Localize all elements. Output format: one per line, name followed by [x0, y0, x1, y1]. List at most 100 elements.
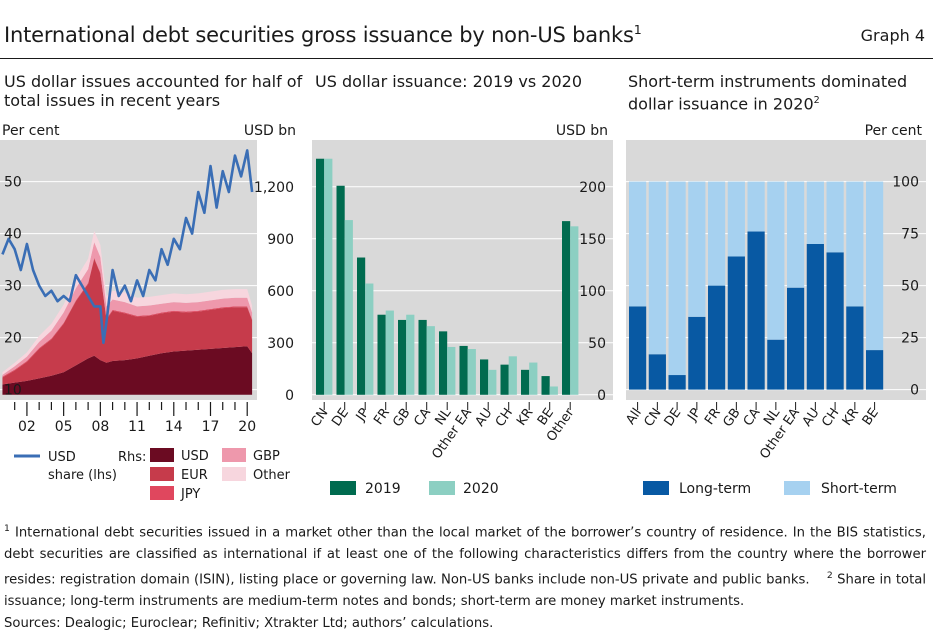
- bar-2020-other: [570, 226, 579, 395]
- bar-2019-kr: [521, 369, 530, 395]
- left-xtick-label: 08: [91, 419, 109, 435]
- mid-ylabel: USD bn: [556, 123, 608, 139]
- bar-2019-gb: [398, 319, 407, 395]
- left-ytick-rhs-label: 600: [267, 284, 294, 300]
- legend-2020-swatch: [429, 481, 455, 495]
- legend-eur-label: EUR: [181, 468, 208, 483]
- bar-short-term-other-ea: [787, 181, 805, 288]
- usd-share-line: [1, 149, 254, 345]
- bar-short-term-au: [806, 181, 824, 244]
- legend-gbp-swatch: [222, 448, 246, 462]
- left-xtick-label: 14: [165, 419, 183, 435]
- mid-ytick-label: 0: [597, 388, 606, 404]
- left-xtick-label: 02: [18, 419, 36, 435]
- right-panel-title: Short-term instruments dominated dollar …: [628, 72, 908, 114]
- legend-rhs-label: Rhs:: [118, 450, 146, 465]
- right-xtick-label: FR: [702, 406, 724, 428]
- bar-long-term-cn: [648, 354, 666, 390]
- right-ytick-label: 0: [910, 383, 919, 399]
- legend-2020-label: 2020: [463, 481, 499, 497]
- right-xtick-label: CN: [642, 406, 665, 430]
- graph-number: Graph 4: [860, 26, 925, 45]
- bar-short-term-all: [629, 181, 647, 307]
- bar-2020-nl: [447, 346, 456, 395]
- right-xtick-label: All: [623, 406, 645, 428]
- mid-panel-title: US dollar issuance: 2019 vs 2020: [315, 72, 582, 91]
- bar-2020-au: [488, 369, 497, 395]
- legend-usd-share-label: USD: [48, 450, 76, 465]
- bar-2019-de: [336, 185, 345, 395]
- legend-other-swatch: [222, 467, 246, 481]
- bar-2020-cn: [324, 158, 333, 395]
- mid-xtick-label: AU: [473, 406, 496, 430]
- mid-xtick-label: CH: [493, 406, 516, 430]
- mid-xtick-label: JP: [353, 406, 373, 425]
- right-xtick-label: KR: [840, 406, 862, 429]
- area-gbp: [2, 242, 253, 377]
- bar-2019-other: [562, 221, 571, 395]
- bar-short-term-ch: [826, 181, 844, 253]
- bar-short-term-de: [668, 181, 686, 376]
- bar-long-term-nl: [767, 339, 785, 390]
- left-ylabel-lhs: Per cent: [2, 123, 60, 139]
- bar-long-term-fr: [708, 285, 726, 390]
- mid-ytick-label: 100: [579, 284, 606, 300]
- left-ytick-rhs-label: 900: [267, 232, 294, 248]
- bar-short-term-be: [866, 181, 884, 351]
- right-xtick-label: JP: [685, 406, 705, 425]
- mid-xtick-label: DE: [329, 406, 352, 430]
- graph-title: International debt securities gross issu…: [4, 22, 642, 47]
- left-ytick-lhs-label: 30: [4, 279, 22, 295]
- legend-jpy-swatch: [150, 486, 174, 500]
- right-xtick-label: AU: [800, 406, 823, 430]
- legend-jpy-label: JPY: [180, 487, 200, 502]
- left-ytick-lhs-label: 50: [4, 175, 22, 191]
- bar-short-term-cn: [648, 181, 666, 355]
- left-ytick-rhs-label: 300: [267, 336, 294, 352]
- right-xtick-label: BE: [860, 406, 882, 429]
- left-panel-title: US dollar issues accounted for half of t…: [4, 72, 303, 110]
- mid-ytick-label: 50: [588, 336, 606, 352]
- mid-xtick-label: CA: [411, 406, 434, 429]
- bar-long-term-au: [806, 244, 824, 390]
- mid-ytick-label: 150: [579, 232, 606, 248]
- legend-usd-swatch: [150, 448, 174, 462]
- right-ytick-label: 25: [901, 331, 919, 347]
- bar-2020-be: [549, 386, 558, 395]
- bar-short-term-jp: [688, 181, 706, 317]
- right-ytick-label: 100: [892, 175, 919, 191]
- bar-short-term-kr: [846, 181, 864, 307]
- left-ytick-lhs-label: 10: [4, 383, 22, 399]
- bar-2019-ca: [418, 319, 427, 395]
- mid-ytick-label: 200: [579, 180, 606, 196]
- bar-short-term-ca: [747, 181, 765, 232]
- footnotes: 1 International debt securities issued i…: [4, 523, 926, 610]
- mid-xtick-label: KR: [514, 406, 536, 429]
- legend-gbp-label: GBP: [253, 449, 280, 464]
- right-xtick-label: GB: [720, 406, 743, 430]
- legend-2019-label: 2019: [365, 481, 401, 497]
- right-ylabel: Per cent: [865, 123, 923, 139]
- title-rule: [0, 58, 933, 59]
- bar-short-term-nl: [767, 181, 785, 340]
- bar-2020-ch: [508, 356, 517, 395]
- left-ytick-lhs-label: 20: [4, 331, 22, 347]
- right-ytick-label: 75: [901, 227, 919, 243]
- legend-other-label: Other: [253, 468, 291, 483]
- right-xtick-label: CA: [741, 406, 764, 429]
- bar-long-term-other-ea: [787, 287, 805, 390]
- left-xtick-label: 20: [238, 419, 256, 435]
- bar-short-term-gb: [727, 181, 745, 257]
- bar-long-term-de: [668, 375, 686, 390]
- left-ytick-rhs-label: 1,200: [254, 180, 294, 196]
- bar-long-term-ch: [826, 252, 844, 390]
- bar-long-term-all: [629, 306, 647, 390]
- legend-usd-label: USD: [181, 449, 209, 464]
- bar-2020-de: [344, 220, 353, 395]
- bar-short-term-fr: [708, 181, 726, 286]
- sources: Sources: Dealogic; Euroclear; Refinitiv;…: [4, 616, 494, 631]
- bar-long-term-be: [866, 350, 884, 390]
- legend-long-term-label: Long-term: [679, 481, 751, 497]
- bar-2020-other-ea: [467, 349, 476, 395]
